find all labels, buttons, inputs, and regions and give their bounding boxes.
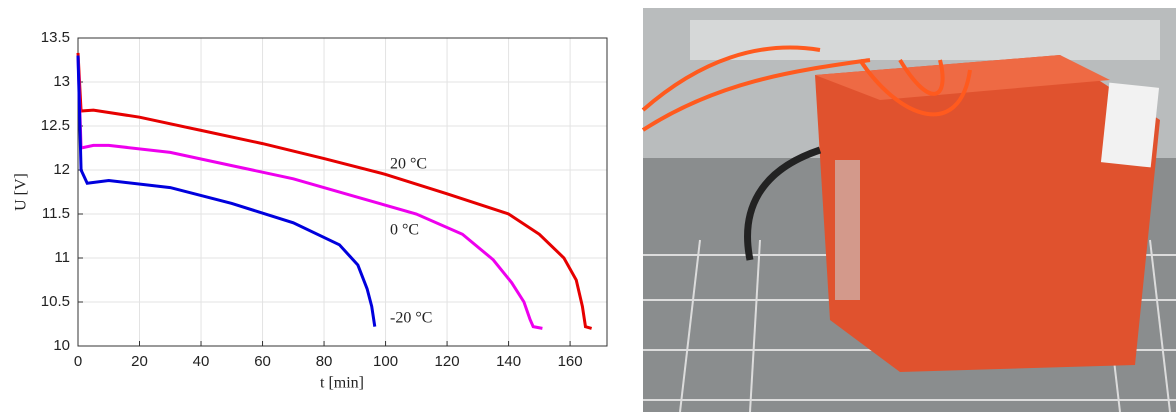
x-tick-label: 0 bbox=[74, 353, 82, 370]
curve-label: -20 °C bbox=[390, 310, 432, 327]
x-tick-label: 20 bbox=[131, 353, 148, 370]
curve-label: 0 °C bbox=[390, 222, 419, 239]
x-tick-label: 120 bbox=[435, 353, 460, 370]
y-axis-label: U [V] bbox=[13, 173, 30, 211]
photo-sticker bbox=[835, 160, 860, 300]
photo bbox=[643, 8, 1176, 412]
y-tick-label: 11 bbox=[54, 249, 70, 266]
y-tick-label: 12 bbox=[53, 161, 70, 178]
y-tick-label: 10.5 bbox=[41, 293, 70, 310]
x-tick-label: 40 bbox=[193, 353, 210, 370]
y-tick-label: 13 bbox=[53, 73, 70, 90]
y-tick-label: 13.5 bbox=[41, 29, 70, 46]
x-tick-label: 80 bbox=[316, 353, 333, 370]
y-tick-label: 10 bbox=[53, 337, 70, 354]
photo-label bbox=[1101, 83, 1159, 168]
x-axis-label: t [min] bbox=[320, 375, 364, 392]
curve-label: 20 °C bbox=[390, 156, 427, 173]
x-tick-label: 140 bbox=[496, 353, 521, 370]
x-tick-label: 60 bbox=[254, 353, 271, 370]
photo-panel bbox=[690, 20, 1160, 60]
x-tick-label: 100 bbox=[373, 353, 398, 370]
y-tick-label: 11.5 bbox=[42, 205, 70, 222]
y-tick-label: 12.5 bbox=[41, 117, 70, 134]
figure: t [min] U [V] 0 20 40 60 80 100 120 140 160 10 10.… bbox=[0, 0, 1176, 412]
x-tick-label: 160 bbox=[558, 353, 583, 370]
